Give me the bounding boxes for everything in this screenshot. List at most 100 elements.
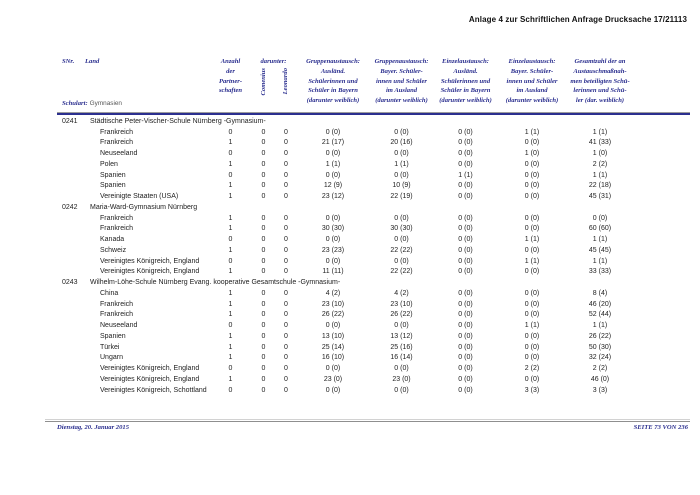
einzel-bayern-cell: 0 (0) [458, 150, 473, 158]
footer-divider-line [45, 419, 690, 422]
leonardo-cell: 0 [284, 300, 288, 308]
country-cell: Türkei [100, 343, 120, 351]
school-row: 0242 Maria-Ward-Gymnasium Nürnberg [57, 202, 688, 213]
einzel-ausland-cell: 0 (0) [524, 354, 540, 362]
einzel-ausland-cell: 1 (1) [524, 128, 540, 136]
leonardo-cell: 0 [284, 171, 288, 179]
table-row: Vereinigte Staaten (USA) 1 0 0 23 (12) 22 (19… [57, 191, 688, 202]
leonardo-cell: 0 [284, 375, 288, 383]
gesamtzahl-cell: 46 (0) [590, 375, 610, 383]
partnerschaften-cell: 0 [228, 150, 233, 158]
partnerschaften-cell: 1 [228, 343, 233, 351]
gruppe-bayern-cell: 23 (23) [321, 246, 345, 254]
gesamtzahl-cell: 33 (33) [588, 268, 612, 276]
gruppe-bayern-cell: 0 (0) [325, 386, 341, 394]
table-row: Spanien 0 0 0 0 (0) 0 (0) 1 (1) 0 (0) 1 (1) [57, 170, 688, 181]
table-row: Spanien 1 0 0 13 (10) 13 (12) 0 (0) 0 (0) 26 (22… [57, 331, 688, 342]
table-row: Vereinigtes Königreich, England 0 0 0 0 (0) 0… [57, 363, 688, 374]
einzel-ausland-cell: 2 (2) [524, 365, 540, 373]
partnerschaften-cell: 0 [228, 322, 233, 330]
country-cell: Polen [100, 160, 118, 168]
leonardo-cell: 0 [284, 311, 288, 319]
gesamtzahl-cell: 45 (45) [588, 246, 612, 254]
einzel-ausland-cell: 0 (0) [524, 289, 540, 297]
einzel-bayern-cell: 0 (0) [458, 365, 473, 373]
country-cell: Frankreich [100, 214, 134, 222]
gruppe-bayern-cell: 0 (0) [325, 171, 341, 179]
partnerschaften-cell: 1 [228, 182, 233, 190]
partnerschaften-cell: 1 [228, 375, 233, 383]
einzel-bayern-cell: 0 (0) [458, 246, 473, 254]
einzel-ausland-cell: 0 (0) [524, 300, 540, 308]
page-footer: Dienstag, 20. Januar 2015 SEITE 73 VON 2… [57, 423, 688, 433]
column-header-snr: SNr. [62, 58, 75, 65]
gruppe-ausland-cell: 0 (0) [394, 171, 409, 179]
table-row: Türkei 1 0 0 25 (14) 25 (16) 0 (0) 0 (0) 50 (30) [57, 342, 688, 353]
einzel-ausland-cell: 3 (3) [524, 386, 540, 394]
column-header-einzelaustausch-bayern: Einzelaustausch: Ausländ. Schülerinnen u… [439, 58, 492, 105]
leonardo-cell: 0 [284, 365, 288, 373]
column-header-land: Land [85, 58, 100, 65]
comenius-cell: 0 [261, 236, 266, 244]
einzel-ausland-cell: 0 (0) [524, 139, 540, 147]
partnerschaften-cell: 1 [228, 311, 233, 319]
document-title: Anlage 4 zur Schriftlichen Anfrage Druck… [468, 15, 687, 24]
country-cell: Spanien [100, 182, 126, 190]
gruppe-ausland-cell: 16 (14) [390, 354, 413, 362]
gesamtzahl-cell: 1 (1) [592, 128, 608, 136]
gruppe-bayern-cell: 0 (0) [325, 128, 341, 136]
einzel-bayern-cell: 0 (0) [458, 311, 473, 319]
gesamtzahl-cell: 3 (3) [592, 386, 608, 394]
country-cell: Frankreich [100, 128, 134, 136]
leonardo-cell: 0 [284, 268, 288, 276]
gesamtzahl-cell: 1 (1) [592, 236, 608, 244]
footer-page-number: SEITE 73 VON 236 [633, 424, 688, 431]
column-header-gruppenaustausch-bayern: Gruppenaustausch: Ausländ. Schülerinnen … [306, 58, 360, 105]
country-cell: Vereinigte Staaten (USA) [100, 193, 179, 201]
comenius-cell: 0 [261, 332, 266, 340]
partnerschaften-cell: 0 [228, 171, 233, 179]
comenius-cell: 0 [261, 322, 266, 330]
leonardo-cell: 0 [284, 160, 288, 168]
comenius-cell: 0 [261, 182, 266, 190]
table-row: Vereinigtes Königreich, Schottland 0 0 0 0 (… [57, 385, 688, 396]
country-cell: Spanien [100, 332, 126, 340]
einzel-bayern-cell: 0 (0) [458, 214, 473, 222]
gesamtzahl-cell: 32 (24) [588, 354, 612, 362]
einzel-ausland-cell: 1 (0) [524, 150, 540, 158]
leonardo-cell: 0 [284, 343, 288, 351]
einzel-ausland-cell: 1 (1) [524, 322, 540, 330]
darunter-label: darunter: [260, 58, 287, 65]
table-row: Schweiz 1 0 0 23 (23) 22 (22) 0 (0) 0 (0) 45 (45… [57, 245, 688, 256]
column-header-leonardo: Leonardo [282, 67, 289, 95]
table-row: Frankreich 0 0 0 0 (0) 0 (0) 0 (0) 1 (1) 1 (1) [57, 127, 688, 138]
schulart-label: Schulart: [62, 100, 88, 108]
partnerschaften-cell: 1 [228, 193, 233, 201]
einzel-ausland-cell: 0 (0) [524, 268, 540, 276]
schulart-value: Gymnasien [89, 100, 122, 108]
column-header-comenius: Comenius [259, 67, 267, 96]
einzel-ausland-cell: 0 (0) [524, 214, 540, 222]
gesamtzahl-cell: 2 (2) [592, 365, 608, 373]
partnerschaften-cell: 1 [228, 300, 233, 308]
leonardo-cell: 0 [284, 386, 288, 394]
einzel-ausland-cell: 1 (1) [524, 257, 540, 265]
gruppe-bayern-cell: 30 (30) [321, 225, 345, 233]
leonardo-cell: 0 [284, 257, 288, 265]
country-cell: Vereinigtes Königreich, Schottland [100, 386, 207, 394]
einzel-ausland-cell: 0 (0) [524, 343, 540, 351]
table-header: SNr. Land Schulart: Gymnasien Anzahl der … [57, 57, 688, 112]
footer-date: Dienstag, 20. Januar 2015 [57, 424, 129, 431]
gesamtzahl-cell: 1 (1) [592, 322, 608, 330]
gruppe-bayern-cell: 0 (0) [325, 150, 341, 158]
gruppe-bayern-cell: 0 (0) [325, 236, 341, 244]
comenius-cell: 0 [261, 365, 266, 373]
einzel-bayern-cell: 0 (0) [458, 322, 473, 330]
gruppe-ausland-cell: 4 (2) [394, 289, 409, 297]
comenius-cell: 0 [261, 289, 266, 297]
partnerschaften-cell: 1 [228, 139, 233, 147]
country-cell: Frankreich [100, 225, 134, 233]
country-cell: Schweiz [100, 246, 127, 254]
partnerschaften-cell: 1 [228, 289, 233, 297]
